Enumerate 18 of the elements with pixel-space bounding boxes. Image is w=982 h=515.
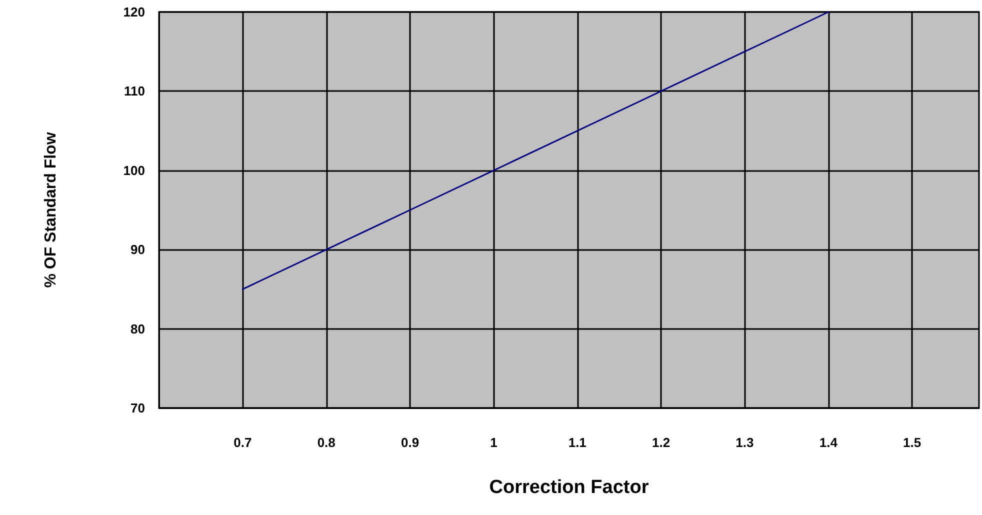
y-tick-label: 70 xyxy=(130,400,145,416)
y-tick-label: 120 xyxy=(123,4,145,20)
x-axis-title: Correction Factor xyxy=(489,477,650,498)
x-tick-label: 1.4 xyxy=(819,435,838,450)
x-tick-label: 1.2 xyxy=(652,435,670,450)
x-tick-label: 1.5 xyxy=(903,435,922,450)
x-tick-label: 1 xyxy=(490,435,498,450)
y-tick-label: 110 xyxy=(124,84,145,99)
x-tick-label: 1.3 xyxy=(736,435,754,450)
x-tick-label: 0.9 xyxy=(400,435,420,450)
y-tick-label: 80 xyxy=(130,321,145,336)
x-tick-label: 0.8 xyxy=(317,435,336,450)
x-tick-label: 0.7 xyxy=(234,435,252,450)
y-tick-label: 90 xyxy=(130,242,145,258)
y-tick-label: 100 xyxy=(123,162,145,178)
y-axis-title: % OF Standard Flow xyxy=(42,132,60,288)
x-tick-label: 1.1 xyxy=(568,435,586,450)
line-series xyxy=(242,11,830,290)
